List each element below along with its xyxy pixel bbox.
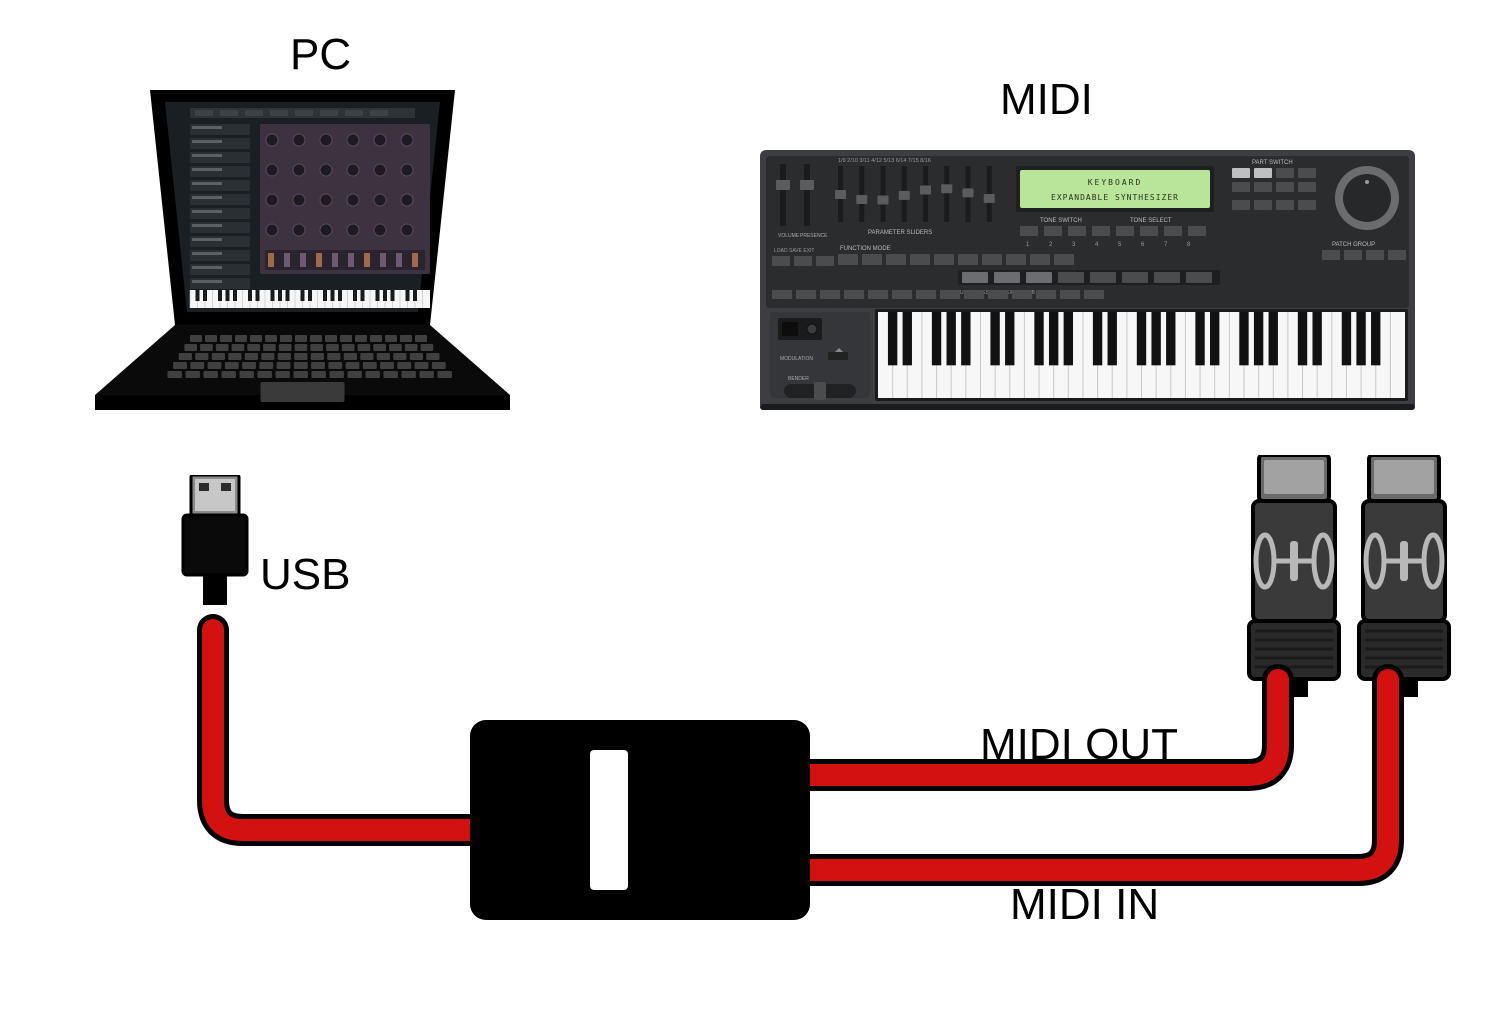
label-pc: PC bbox=[290, 30, 351, 80]
midi-out-connector-icon bbox=[1245, 455, 1343, 699]
svg-text:MODULATION: MODULATION bbox=[780, 356, 813, 362]
svg-text:PATCH GROUP: PATCH GROUP bbox=[1332, 242, 1375, 248]
svg-text:1/9 2/10 3/11 4/12 5/13 6: 1/9 2/10 3/11 4/12 5/13 6/14 7/15 8/16 bbox=[838, 158, 931, 164]
label-midi: MIDI bbox=[1000, 75, 1093, 125]
laptop bbox=[90, 90, 515, 410]
adapter-box bbox=[470, 720, 810, 920]
svg-text:FUNCTION MODE: FUNCTION MODE bbox=[840, 246, 891, 252]
svg-text:EXPANDABLE SYNTHESIZER: EXPANDABLE SYNTHESIZER bbox=[1051, 193, 1179, 202]
adapter-slot bbox=[590, 750, 628, 890]
svg-text:LOAD SAVE EXIT: LOAD SAVE EXIT bbox=[774, 248, 814, 254]
svg-text:PART SWITCH: PART SWITCH bbox=[1252, 160, 1293, 166]
svg-text:KEYBOARD: KEYBOARD bbox=[1088, 178, 1143, 187]
midi-in-connector-icon bbox=[1355, 455, 1453, 699]
label-usb: USB bbox=[260, 550, 350, 600]
svg-text:1 2 3 4 5 6 7 8: 1 2 3 4 5 6 7 8 bbox=[1026, 242, 1199, 248]
usb-connector-icon bbox=[180, 475, 250, 635]
label-midi-out: MIDI OUT bbox=[980, 720, 1178, 770]
svg-text:PRESENCE: PRESENCE bbox=[800, 233, 828, 239]
midi-keyboard: VOLUMEPRESENCE 1/9 2/10 3/11 4/12 5/13 6/… bbox=[760, 150, 1415, 410]
svg-text:VOLUME: VOLUME bbox=[778, 233, 800, 239]
label-midi-in: MIDI IN bbox=[1010, 880, 1159, 930]
svg-text:BENDER: BENDER bbox=[788, 376, 809, 382]
svg-text:TONE SELECT: TONE SELECT bbox=[1130, 218, 1172, 224]
svg-text:PARAMETER SLIDERS: PARAMETER SLIDERS bbox=[868, 230, 932, 236]
svg-text:TONE SWITCH: TONE SWITCH bbox=[1040, 218, 1082, 224]
